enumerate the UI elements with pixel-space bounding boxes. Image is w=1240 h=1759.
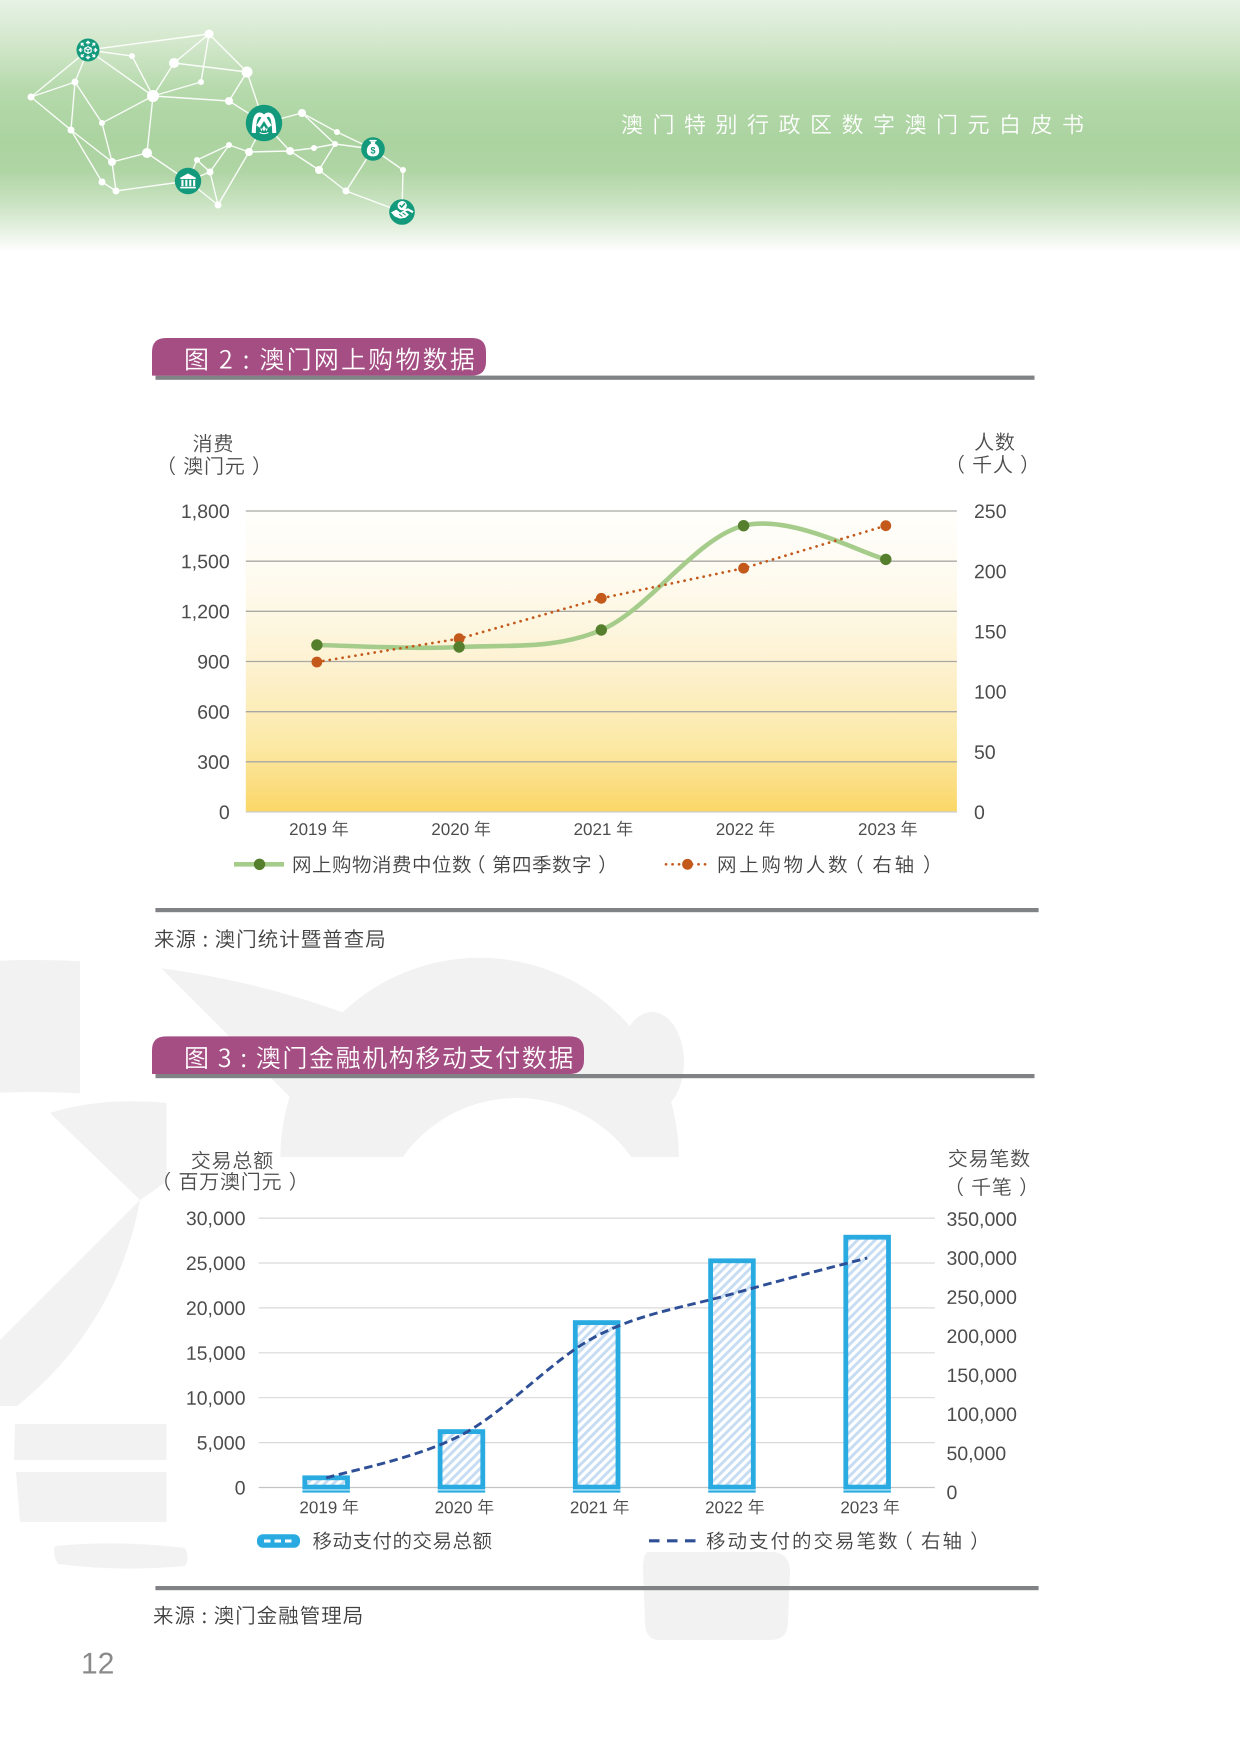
svg-text:$: $ — [370, 146, 375, 156]
